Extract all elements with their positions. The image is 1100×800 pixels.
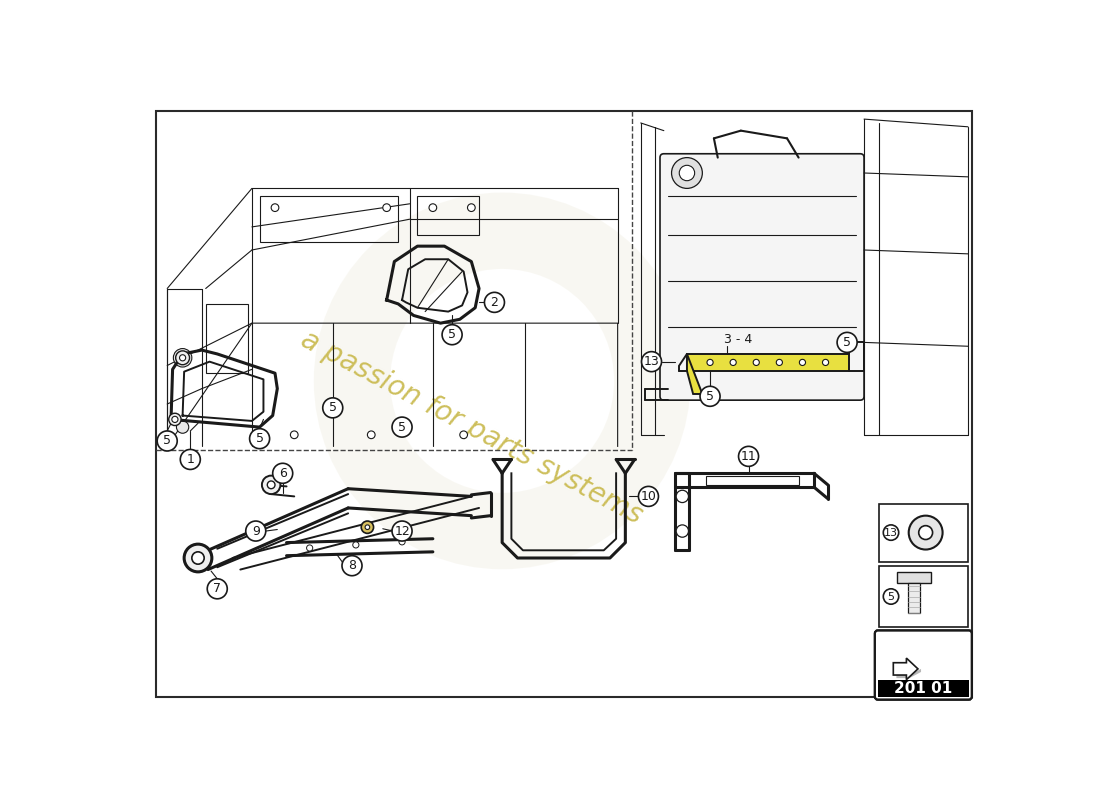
Circle shape	[207, 578, 228, 599]
Text: 11: 11	[740, 450, 757, 463]
FancyBboxPatch shape	[660, 154, 865, 400]
Circle shape	[178, 353, 187, 362]
Text: 9: 9	[252, 525, 260, 538]
Circle shape	[191, 552, 205, 564]
Bar	[260, 196, 398, 242]
Text: 7: 7	[213, 582, 221, 595]
Text: 5: 5	[329, 402, 337, 414]
Circle shape	[179, 354, 186, 361]
Circle shape	[250, 429, 270, 449]
Bar	[898, 572, 931, 582]
FancyBboxPatch shape	[874, 630, 972, 700]
Bar	[686, 354, 849, 371]
Circle shape	[707, 359, 713, 366]
Circle shape	[460, 431, 467, 438]
Circle shape	[671, 158, 703, 188]
Circle shape	[172, 416, 178, 422]
Circle shape	[290, 431, 298, 438]
Text: 13: 13	[644, 355, 659, 368]
Circle shape	[245, 521, 266, 541]
Circle shape	[174, 349, 191, 367]
Circle shape	[399, 538, 405, 545]
Text: 5: 5	[888, 591, 894, 602]
Circle shape	[429, 204, 437, 211]
Text: 13: 13	[884, 527, 898, 538]
Circle shape	[383, 204, 390, 211]
Circle shape	[676, 490, 689, 502]
Circle shape	[638, 486, 659, 506]
Circle shape	[837, 332, 857, 353]
Circle shape	[184, 544, 212, 572]
Circle shape	[262, 476, 280, 494]
Circle shape	[823, 359, 828, 366]
Circle shape	[777, 359, 782, 366]
Circle shape	[883, 525, 899, 540]
Text: 5: 5	[163, 434, 172, 447]
Bar	[418, 196, 480, 234]
Circle shape	[176, 421, 189, 434]
Circle shape	[738, 446, 759, 466]
Text: 12: 12	[394, 525, 410, 538]
Bar	[206, 304, 248, 373]
Circle shape	[800, 359, 805, 366]
Circle shape	[176, 351, 189, 365]
Circle shape	[392, 521, 412, 541]
Circle shape	[730, 359, 736, 366]
Circle shape	[157, 431, 177, 451]
Bar	[706, 476, 799, 485]
Circle shape	[353, 542, 359, 548]
Text: 5: 5	[255, 432, 264, 445]
Text: 5: 5	[448, 328, 456, 341]
Text: 5: 5	[706, 390, 714, 403]
Polygon shape	[896, 669, 921, 678]
Text: 2: 2	[491, 296, 498, 309]
Circle shape	[342, 556, 362, 576]
Circle shape	[361, 521, 374, 534]
Circle shape	[392, 417, 412, 437]
Text: 201 01: 201 01	[894, 681, 953, 696]
Text: 8: 8	[348, 559, 356, 572]
Polygon shape	[686, 354, 703, 394]
Circle shape	[680, 166, 695, 181]
Polygon shape	[893, 658, 917, 680]
Bar	[908, 582, 921, 614]
Circle shape	[676, 525, 689, 538]
Circle shape	[442, 325, 462, 345]
Text: 1: 1	[186, 453, 195, 466]
Circle shape	[367, 431, 375, 438]
Circle shape	[468, 204, 475, 211]
Circle shape	[365, 525, 370, 530]
Circle shape	[754, 359, 759, 366]
Circle shape	[918, 526, 933, 539]
Circle shape	[322, 398, 343, 418]
Circle shape	[168, 414, 182, 426]
Circle shape	[271, 204, 279, 211]
Circle shape	[273, 463, 293, 483]
Circle shape	[883, 589, 899, 604]
Text: 6: 6	[278, 467, 287, 480]
Bar	[880, 504, 968, 562]
Bar	[878, 680, 969, 697]
Bar	[880, 566, 968, 627]
Circle shape	[641, 352, 661, 372]
Text: 3 - 4: 3 - 4	[724, 334, 752, 346]
Circle shape	[180, 450, 200, 470]
Text: 10: 10	[640, 490, 657, 503]
Text: a passion for parts systems: a passion for parts systems	[296, 325, 647, 530]
Circle shape	[484, 292, 505, 312]
Text: 5: 5	[398, 421, 406, 434]
Circle shape	[307, 545, 312, 551]
Circle shape	[700, 386, 720, 406]
Text: 5: 5	[843, 336, 851, 349]
Circle shape	[909, 516, 943, 550]
Circle shape	[267, 481, 275, 489]
